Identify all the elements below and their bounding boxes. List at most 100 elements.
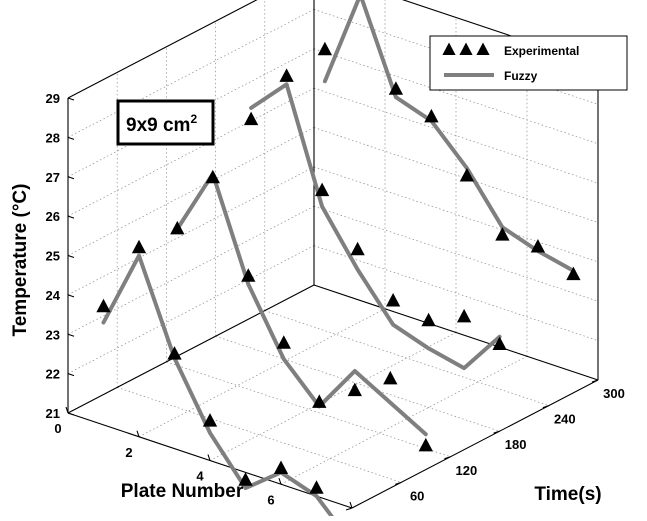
experimental-point xyxy=(205,169,220,184)
axes-box-edge xyxy=(67,0,258,99)
z-tick-label: 26 xyxy=(46,209,60,224)
annotation-frame xyxy=(116,99,215,146)
experimental-point xyxy=(241,268,256,282)
experimental-point xyxy=(312,394,327,408)
z-tick-label: 22 xyxy=(46,367,60,382)
grid-line-floor xyxy=(138,308,386,438)
legend-triangle xyxy=(459,42,473,56)
experimental-point xyxy=(424,108,439,123)
experimental-point xyxy=(418,437,433,452)
experimental-point xyxy=(314,182,330,197)
y-tick-mark xyxy=(591,379,599,383)
legend-triangle xyxy=(476,42,490,56)
experimental-point xyxy=(383,370,398,385)
z-tick-label: 21 xyxy=(46,406,60,421)
experimental-point xyxy=(243,111,259,126)
experimental-point xyxy=(459,167,475,182)
experimental-point xyxy=(170,220,185,235)
experimental-point xyxy=(566,266,581,281)
grid-line-left-wall xyxy=(67,166,315,296)
legend-experimental-label: Experimental xyxy=(504,44,579,58)
axes-box-edge xyxy=(67,284,315,414)
axes-box xyxy=(65,0,599,511)
z-tick-mark xyxy=(67,333,75,337)
x-tick-label: 2 xyxy=(125,445,132,460)
fuzzy-series-line xyxy=(101,253,338,521)
experimental-point xyxy=(530,238,546,253)
experimental-point xyxy=(96,298,111,313)
y-axis-label: Time(s) xyxy=(534,484,601,505)
z-tick-mark xyxy=(67,412,75,416)
y-tick-label: 300 xyxy=(603,386,625,401)
x-tick-mark xyxy=(207,454,211,461)
x-tick-mark xyxy=(65,406,69,414)
annotation-text: 9x9 cm2 xyxy=(126,112,197,136)
axes-box-edge xyxy=(351,379,599,509)
experimental-point xyxy=(309,480,324,494)
size-annotation: 9x9 cm2 xyxy=(116,99,215,146)
legend: Experimental Fuzzy xyxy=(429,35,628,91)
z-tick-label: 28 xyxy=(46,130,60,145)
experimental-point xyxy=(202,413,218,427)
legend-fuzzy-label: Fuzzy xyxy=(504,69,538,83)
y-tick-mark xyxy=(542,405,549,409)
y-tick-label: 180 xyxy=(505,437,527,452)
legend-triangle xyxy=(442,42,456,56)
legend-frame xyxy=(429,35,628,91)
z-tick-label: 29 xyxy=(46,91,60,106)
x-tick-label: 6 xyxy=(267,492,274,507)
experimental-point xyxy=(388,81,404,95)
experimental-point xyxy=(279,68,294,82)
experimental-point xyxy=(276,335,291,349)
plot-data xyxy=(96,0,581,521)
z-axis-label: Temperature (°C) xyxy=(10,184,31,337)
grid-line-floor xyxy=(280,355,528,485)
grid-line-floor xyxy=(117,387,402,483)
fuzzy-series-line xyxy=(322,0,576,273)
y-tick-mark xyxy=(395,481,402,485)
experimental-point xyxy=(347,382,362,397)
experimental-point xyxy=(385,293,401,307)
y-tick-mark xyxy=(345,507,353,511)
legend-experimental-marker xyxy=(442,42,490,56)
y-tick-label: 60 xyxy=(410,488,424,503)
grid-line-floor xyxy=(215,335,500,432)
z-tick-mark xyxy=(67,373,75,377)
experimental-point xyxy=(495,227,510,241)
z-tick-mark xyxy=(67,215,75,219)
y-tick-label: 120 xyxy=(456,463,478,478)
fuzzy-series-line xyxy=(175,171,428,437)
experimental-point xyxy=(421,312,436,327)
x-axis-label: Plate Number xyxy=(121,481,244,502)
z-tick-mark xyxy=(67,254,75,259)
z-tick-label: 24 xyxy=(46,288,61,303)
grid-line-floor xyxy=(209,332,457,461)
z-tick-mark xyxy=(67,97,75,101)
experimental-point xyxy=(273,460,289,474)
y-tick-mark xyxy=(493,430,500,434)
experimental-point xyxy=(456,308,472,323)
z-tick-label: 27 xyxy=(46,170,60,185)
x-tick-mark xyxy=(136,430,140,437)
experimental-point xyxy=(167,346,182,360)
z-tick-label: 23 xyxy=(46,327,60,342)
x-tick-mark xyxy=(349,501,353,509)
grid-line-floor xyxy=(166,361,451,458)
x-tick-label: 0 xyxy=(54,421,61,436)
y-tick-mark xyxy=(444,456,451,460)
experimental-point xyxy=(317,41,333,56)
experimental-point xyxy=(238,472,253,486)
fuzzy-series-line xyxy=(249,82,502,371)
z-tick-label: 25 xyxy=(46,249,60,264)
experimental-point xyxy=(131,239,147,254)
axes-box-edge xyxy=(313,284,599,381)
z-tick-mark xyxy=(67,176,75,180)
y-tick-label: 240 xyxy=(554,412,576,427)
x-tick-mark xyxy=(278,478,282,485)
z-tick-mark xyxy=(67,136,75,140)
x-tick-label: 4 xyxy=(196,469,204,484)
experimental-point xyxy=(492,336,507,351)
grid-line-left-wall xyxy=(67,127,315,256)
